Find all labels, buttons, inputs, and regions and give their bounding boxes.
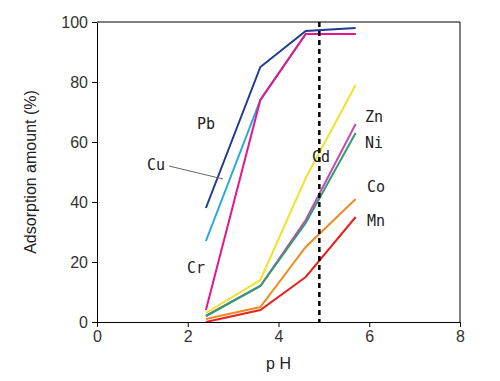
y-tick: 80 <box>70 74 97 91</box>
series-line <box>206 199 356 319</box>
x-tick-label: 8 <box>456 328 465 345</box>
x-tick-mark <box>188 322 189 327</box>
x-tick-label: 2 <box>184 328 193 345</box>
x-tick-label: 4 <box>275 328 284 345</box>
y-tick-mark <box>92 322 97 323</box>
series-line <box>206 133 356 316</box>
series-label: Co <box>367 178 385 196</box>
y-tick-label: 80 <box>70 74 88 91</box>
y-axis-line <box>97 23 98 323</box>
x-tick-mark <box>97 322 98 327</box>
x-axis: 0 2 4 6 8 <box>93 322 465 345</box>
lines <box>206 22 356 322</box>
y-tick-label: 100 <box>61 14 88 31</box>
series-label: Cr <box>187 259 205 277</box>
x-tick: 4 <box>275 322 284 345</box>
frame <box>97 22 460 322</box>
y-axis: 0 20 40 60 80 100 <box>61 14 97 331</box>
x-tick-label: 0 <box>93 328 102 345</box>
x-tick-mark <box>369 322 370 327</box>
series-label: Mn <box>367 212 385 230</box>
y-tick: 60 <box>70 134 97 151</box>
reference-line <box>318 22 321 322</box>
series-label: Cu <box>147 156 165 174</box>
y-tick: 100 <box>61 14 97 31</box>
y-tick-mark <box>92 142 97 143</box>
y-tick-label: 20 <box>70 254 88 271</box>
y-tick-mark <box>92 202 97 203</box>
series-label: Pb <box>197 115 215 133</box>
x-tick-mark <box>279 322 280 327</box>
x-tick: 6 <box>365 322 374 345</box>
x-tick: 8 <box>456 322 465 345</box>
y-axis-title: Adsorption amount (%) <box>22 90 39 254</box>
y-tick-mark <box>92 22 97 23</box>
x-tick: 2 <box>184 322 193 345</box>
x-tick: 0 <box>93 322 102 345</box>
y-tick-mark <box>92 82 97 83</box>
x-axis-title: p H <box>266 355 291 372</box>
series-line <box>206 217 356 322</box>
series-label: Ni <box>365 134 383 152</box>
y-tick-label: 40 <box>70 194 88 211</box>
chart: 02468020406080100PbCuCrCdZnNiCoMnp HAdso… <box>0 0 500 381</box>
y-tick-mark <box>92 262 97 263</box>
series-line <box>206 34 356 241</box>
y-tick: 40 <box>70 194 97 211</box>
x-tick-label: 6 <box>365 328 374 345</box>
y-tick: 0 <box>79 314 97 331</box>
y-tick: 20 <box>70 254 97 271</box>
x-tick-mark <box>460 322 461 327</box>
y-tick-label: 60 <box>70 134 88 151</box>
label-leader <box>169 166 223 179</box>
plot: 02468020406080100PbCuCrCdZnNiCoMn <box>61 14 465 346</box>
series-label: Cd <box>312 148 330 166</box>
series-label: Zn <box>365 108 383 126</box>
y-tick-label: 0 <box>79 314 88 331</box>
